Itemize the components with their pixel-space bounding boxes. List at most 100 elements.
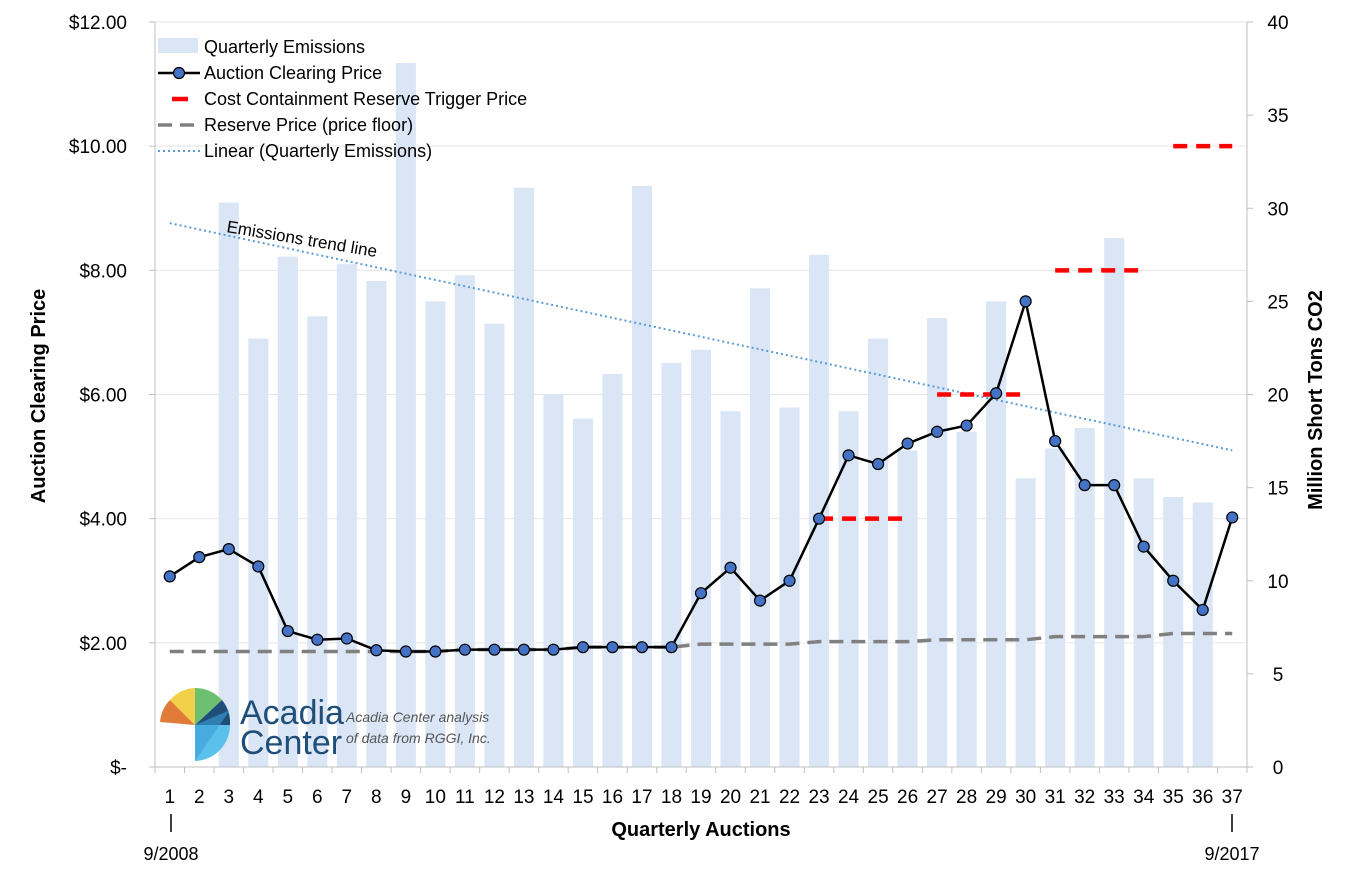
clearing-price-point bbox=[812, 512, 826, 525]
legend: Quarterly Emissions Auction Clearing Pric… bbox=[158, 37, 527, 161]
legend-swatch-emissions bbox=[158, 38, 198, 53]
logo-line2: Center bbox=[240, 724, 342, 762]
x-tick-label: 22 bbox=[779, 787, 800, 808]
x-tick-label: 20 bbox=[720, 787, 741, 808]
emissions-bar bbox=[1074, 428, 1095, 767]
emissions-bar bbox=[248, 338, 269, 767]
x-tick-label: 30 bbox=[1015, 787, 1036, 808]
y-right-tick-label: 20 bbox=[1267, 386, 1288, 407]
x-tick-label: 37 bbox=[1222, 787, 1243, 808]
y-left-axis-title: Auction Clearing Price bbox=[28, 289, 50, 504]
emissions-bar bbox=[1192, 502, 1213, 767]
emissions-bar bbox=[868, 338, 889, 767]
x-tick-label: 15 bbox=[572, 787, 593, 808]
x-tick-label: 28 bbox=[956, 787, 977, 808]
legend-label: Quarterly Emissions bbox=[204, 37, 365, 57]
x-tick-label: 33 bbox=[1104, 787, 1125, 808]
legend-label: Linear (Quarterly Emissions) bbox=[204, 141, 432, 161]
x-tick-label: 19 bbox=[690, 787, 711, 808]
y-right-tick-label: 40 bbox=[1267, 13, 1288, 34]
clearing-price-point bbox=[724, 561, 737, 574]
emissions-bar bbox=[513, 187, 534, 767]
clearing-price-point bbox=[901, 437, 914, 450]
clearing-price-point bbox=[1108, 479, 1121, 492]
emissions-bar bbox=[809, 254, 830, 767]
clearing-price-point bbox=[547, 643, 560, 656]
emissions-bar bbox=[425, 301, 446, 767]
x-tick-label: 5 bbox=[283, 787, 294, 808]
clearing-price-point bbox=[222, 542, 235, 556]
emissions-bar bbox=[543, 394, 564, 767]
x-tick-label: 36 bbox=[1192, 787, 1213, 808]
clearing-price-point bbox=[370, 644, 383, 657]
emissions-bar bbox=[1015, 478, 1036, 767]
x-tick-label: 17 bbox=[631, 787, 652, 808]
clearing-price-point bbox=[694, 587, 708, 600]
y-right-tick-label: 10 bbox=[1267, 572, 1288, 593]
clearing-price-line bbox=[163, 295, 1239, 658]
y-left-tick-label: $10.00 bbox=[69, 137, 127, 158]
clearing-price-point bbox=[842, 449, 855, 462]
x-tick-label: 13 bbox=[513, 787, 534, 808]
clearing-price-point bbox=[1196, 603, 1209, 617]
emissions-bar bbox=[1045, 448, 1066, 767]
x-tick-label: 29 bbox=[986, 787, 1007, 808]
clearing-price-point bbox=[576, 641, 590, 654]
x-tick-label: 4 bbox=[253, 787, 264, 808]
x-tick-label: 18 bbox=[661, 787, 682, 808]
x-tick-label: 35 bbox=[1163, 787, 1184, 808]
axes bbox=[149, 21, 1253, 773]
emissions-bar bbox=[454, 275, 475, 767]
x-axis-title: Quarterly Auctions bbox=[611, 819, 790, 841]
end-date-label: 9/2017 bbox=[1204, 844, 1259, 864]
emissions-bar bbox=[336, 264, 357, 767]
clearing-price-point bbox=[281, 624, 294, 638]
emissions-bar bbox=[927, 318, 948, 767]
x-tick-label: 6 bbox=[312, 787, 323, 808]
emissions-bar bbox=[897, 450, 918, 767]
clearing-price-point bbox=[753, 594, 767, 607]
clearing-price-point bbox=[990, 387, 1003, 400]
clearing-price-point bbox=[1049, 434, 1062, 448]
clearing-price-point bbox=[1078, 479, 1091, 492]
y-left-tick-label: $4.00 bbox=[79, 510, 127, 531]
legend-label: Cost Containment Reserve Trigger Price bbox=[204, 89, 527, 109]
logo-mark bbox=[160, 687, 231, 761]
emissions-bar bbox=[956, 431, 977, 767]
legend-label: Auction Clearing Price bbox=[204, 63, 382, 83]
x-tick-label: 11 bbox=[455, 787, 475, 808]
clearing-price-point bbox=[665, 641, 678, 654]
y-left-tick-label: $- bbox=[110, 758, 127, 779]
emissions-bar bbox=[218, 202, 239, 768]
emissions-bar bbox=[720, 411, 741, 767]
clearing-price-point bbox=[193, 551, 206, 564]
x-tick-label: 32 bbox=[1074, 787, 1095, 808]
emissions-bar bbox=[366, 280, 387, 767]
emissions-bar bbox=[986, 301, 1007, 767]
trend-annotation: Emissions trend line bbox=[225, 217, 378, 261]
clearing-price-point bbox=[1226, 511, 1239, 524]
credit-line1: Acadia Center analysis bbox=[345, 709, 489, 725]
emissions-trend-line bbox=[169, 222, 1233, 452]
clearing-price-point bbox=[163, 570, 176, 583]
acadia-logo: Acadia Center Acadia Center analysis of … bbox=[160, 687, 491, 762]
x-tick-label: 23 bbox=[808, 787, 829, 808]
x-tick-label: 7 bbox=[342, 787, 353, 808]
legend-label: Reserve Price (price floor) bbox=[204, 115, 413, 135]
y-right-tick-label: 0 bbox=[1273, 758, 1284, 779]
emissions-bars bbox=[218, 62, 1213, 768]
reserve-price-line bbox=[169, 631, 1233, 654]
y-right-tick-labels: 0 5 10 15 20 25 30 35 40 bbox=[1267, 13, 1288, 779]
emissions-bar bbox=[690, 349, 712, 767]
emissions-bar bbox=[572, 418, 593, 767]
x-tick-labels: 1 2 3 4 5 6 7 8 9 10 11 12 13 14 15 16 17 18 19 20 21 22 23 24 2… bbox=[164, 787, 1242, 808]
clearing-price-point bbox=[635, 641, 649, 654]
reserve-price-path bbox=[169, 631, 1233, 654]
x-tick-label: 24 bbox=[838, 787, 860, 808]
x-tick-label: 26 bbox=[897, 787, 918, 808]
x-tick-label: 1 bbox=[164, 787, 175, 808]
clearing-price-point bbox=[606, 641, 619, 654]
x-tick-label: 2 bbox=[194, 787, 205, 808]
y-left-tick-label: $2.00 bbox=[79, 634, 127, 655]
